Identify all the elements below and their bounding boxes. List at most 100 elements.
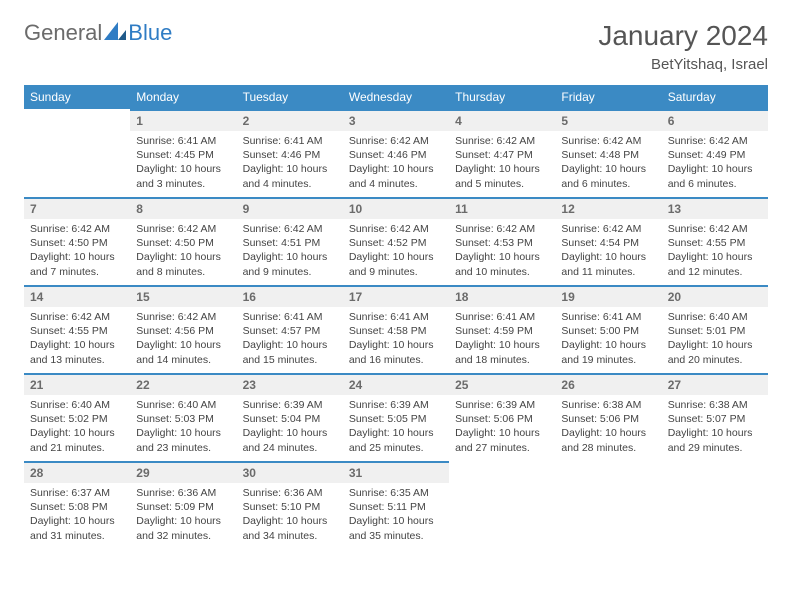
daylight-text: Daylight: 10 hours and 28 minutes. bbox=[561, 426, 655, 454]
day-details: Sunrise: 6:40 AMSunset: 5:02 PMDaylight:… bbox=[24, 395, 130, 461]
daylight-text: Daylight: 10 hours and 3 minutes. bbox=[136, 162, 230, 190]
day-details: Sunrise: 6:36 AMSunset: 5:10 PMDaylight:… bbox=[237, 483, 343, 549]
weekday-header: Monday bbox=[130, 85, 236, 109]
calendar-cell: 13Sunrise: 6:42 AMSunset: 4:55 PMDayligh… bbox=[662, 197, 768, 285]
daylight-text: Daylight: 10 hours and 18 minutes. bbox=[455, 338, 549, 366]
sunrise-text: Sunrise: 6:41 AM bbox=[136, 134, 230, 148]
day-details: Sunrise: 6:40 AMSunset: 5:03 PMDaylight:… bbox=[130, 395, 236, 461]
calendar-cell: 19Sunrise: 6:41 AMSunset: 5:00 PMDayligh… bbox=[555, 285, 661, 373]
calendar-cell: 28Sunrise: 6:37 AMSunset: 5:08 PMDayligh… bbox=[24, 461, 130, 549]
sunset-text: Sunset: 4:45 PM bbox=[136, 148, 230, 162]
logo-icon bbox=[104, 20, 126, 46]
daylight-text: Daylight: 10 hours and 8 minutes. bbox=[136, 250, 230, 278]
day-number: 7 bbox=[24, 199, 130, 219]
daylight-text: Daylight: 10 hours and 32 minutes. bbox=[136, 514, 230, 542]
day-number: 9 bbox=[237, 199, 343, 219]
sunrise-text: Sunrise: 6:37 AM bbox=[30, 486, 124, 500]
location: BetYitshaq, Israel bbox=[598, 56, 768, 73]
calendar-cell: 18Sunrise: 6:41 AMSunset: 4:59 PMDayligh… bbox=[449, 285, 555, 373]
sunset-text: Sunset: 4:55 PM bbox=[668, 236, 762, 250]
day-number: 12 bbox=[555, 199, 661, 219]
sunrise-text: Sunrise: 6:42 AM bbox=[349, 222, 443, 236]
sunset-text: Sunset: 5:01 PM bbox=[668, 324, 762, 338]
day-details: Sunrise: 6:41 AMSunset: 4:57 PMDaylight:… bbox=[237, 307, 343, 373]
day-number: 19 bbox=[555, 287, 661, 307]
sunrise-text: Sunrise: 6:41 AM bbox=[561, 310, 655, 324]
sunset-text: Sunset: 4:55 PM bbox=[30, 324, 124, 338]
day-number: 18 bbox=[449, 287, 555, 307]
day-number: 27 bbox=[662, 375, 768, 395]
day-details: Sunrise: 6:38 AMSunset: 5:07 PMDaylight:… bbox=[662, 395, 768, 461]
day-number: 13 bbox=[662, 199, 768, 219]
sunrise-text: Sunrise: 6:36 AM bbox=[136, 486, 230, 500]
sunset-text: Sunset: 4:59 PM bbox=[455, 324, 549, 338]
day-number: 28 bbox=[24, 463, 130, 483]
sunrise-text: Sunrise: 6:35 AM bbox=[349, 486, 443, 500]
day-details: Sunrise: 6:39 AMSunset: 5:04 PMDaylight:… bbox=[237, 395, 343, 461]
day-number: 21 bbox=[24, 375, 130, 395]
day-number: 4 bbox=[449, 111, 555, 131]
day-number: 14 bbox=[24, 287, 130, 307]
calendar-body: 1Sunrise: 6:41 AMSunset: 4:45 PMDaylight… bbox=[24, 109, 768, 549]
day-details: Sunrise: 6:42 AMSunset: 4:48 PMDaylight:… bbox=[555, 131, 661, 197]
sunrise-text: Sunrise: 6:36 AM bbox=[243, 486, 337, 500]
calendar-cell bbox=[449, 461, 555, 549]
day-number: 10 bbox=[343, 199, 449, 219]
calendar-cell: 31Sunrise: 6:35 AMSunset: 5:11 PMDayligh… bbox=[343, 461, 449, 549]
sunrise-text: Sunrise: 6:42 AM bbox=[668, 134, 762, 148]
daylight-text: Daylight: 10 hours and 16 minutes. bbox=[349, 338, 443, 366]
day-number: 20 bbox=[662, 287, 768, 307]
day-details: Sunrise: 6:39 AMSunset: 5:05 PMDaylight:… bbox=[343, 395, 449, 461]
day-number: 16 bbox=[237, 287, 343, 307]
calendar-cell: 10Sunrise: 6:42 AMSunset: 4:52 PMDayligh… bbox=[343, 197, 449, 285]
logo: General Blue bbox=[24, 20, 172, 46]
day-details: Sunrise: 6:35 AMSunset: 5:11 PMDaylight:… bbox=[343, 483, 449, 549]
daylight-text: Daylight: 10 hours and 10 minutes. bbox=[455, 250, 549, 278]
sunrise-text: Sunrise: 6:40 AM bbox=[30, 398, 124, 412]
daylight-text: Daylight: 10 hours and 14 minutes. bbox=[136, 338, 230, 366]
calendar-cell: 30Sunrise: 6:36 AMSunset: 5:10 PMDayligh… bbox=[237, 461, 343, 549]
sunrise-text: Sunrise: 6:39 AM bbox=[455, 398, 549, 412]
calendar-cell bbox=[24, 109, 130, 197]
weekday-header: Thursday bbox=[449, 85, 555, 109]
day-details: Sunrise: 6:42 AMSunset: 4:56 PMDaylight:… bbox=[130, 307, 236, 373]
day-details: Sunrise: 6:42 AMSunset: 4:54 PMDaylight:… bbox=[555, 219, 661, 285]
day-details: Sunrise: 6:42 AMSunset: 4:51 PMDaylight:… bbox=[237, 219, 343, 285]
sunset-text: Sunset: 5:02 PM bbox=[30, 412, 124, 426]
sunrise-text: Sunrise: 6:42 AM bbox=[561, 134, 655, 148]
sunset-text: Sunset: 5:11 PM bbox=[349, 500, 443, 514]
day-number: 5 bbox=[555, 111, 661, 131]
sunset-text: Sunset: 5:03 PM bbox=[136, 412, 230, 426]
logo-text-2: Blue bbox=[128, 20, 172, 46]
day-details: Sunrise: 6:42 AMSunset: 4:55 PMDaylight:… bbox=[24, 307, 130, 373]
sunset-text: Sunset: 5:00 PM bbox=[561, 324, 655, 338]
sunset-text: Sunset: 4:56 PM bbox=[136, 324, 230, 338]
day-details: Sunrise: 6:42 AMSunset: 4:53 PMDaylight:… bbox=[449, 219, 555, 285]
day-details: Sunrise: 6:41 AMSunset: 4:46 PMDaylight:… bbox=[237, 131, 343, 197]
calendar-cell: 26Sunrise: 6:38 AMSunset: 5:06 PMDayligh… bbox=[555, 373, 661, 461]
calendar-cell: 21Sunrise: 6:40 AMSunset: 5:02 PMDayligh… bbox=[24, 373, 130, 461]
sunset-text: Sunset: 4:49 PM bbox=[668, 148, 762, 162]
sunset-text: Sunset: 4:50 PM bbox=[30, 236, 124, 250]
daylight-text: Daylight: 10 hours and 6 minutes. bbox=[561, 162, 655, 190]
sunset-text: Sunset: 4:53 PM bbox=[455, 236, 549, 250]
day-details: Sunrise: 6:41 AMSunset: 4:45 PMDaylight:… bbox=[130, 131, 236, 197]
daylight-text: Daylight: 10 hours and 35 minutes. bbox=[349, 514, 443, 542]
sunrise-text: Sunrise: 6:39 AM bbox=[243, 398, 337, 412]
day-details: Sunrise: 6:38 AMSunset: 5:06 PMDaylight:… bbox=[555, 395, 661, 461]
sunrise-text: Sunrise: 6:42 AM bbox=[136, 222, 230, 236]
day-number: 25 bbox=[449, 375, 555, 395]
calendar-cell: 25Sunrise: 6:39 AMSunset: 5:06 PMDayligh… bbox=[449, 373, 555, 461]
daylight-text: Daylight: 10 hours and 31 minutes. bbox=[30, 514, 124, 542]
calendar-cell: 8Sunrise: 6:42 AMSunset: 4:50 PMDaylight… bbox=[130, 197, 236, 285]
daylight-text: Daylight: 10 hours and 12 minutes. bbox=[668, 250, 762, 278]
sunset-text: Sunset: 4:52 PM bbox=[349, 236, 443, 250]
sunset-text: Sunset: 5:08 PM bbox=[30, 500, 124, 514]
day-details: Sunrise: 6:37 AMSunset: 5:08 PMDaylight:… bbox=[24, 483, 130, 549]
sunrise-text: Sunrise: 6:41 AM bbox=[243, 134, 337, 148]
calendar-cell: 23Sunrise: 6:39 AMSunset: 5:04 PMDayligh… bbox=[237, 373, 343, 461]
daylight-text: Daylight: 10 hours and 7 minutes. bbox=[30, 250, 124, 278]
calendar-cell: 17Sunrise: 6:41 AMSunset: 4:58 PMDayligh… bbox=[343, 285, 449, 373]
calendar-cell: 29Sunrise: 6:36 AMSunset: 5:09 PMDayligh… bbox=[130, 461, 236, 549]
calendar-cell: 5Sunrise: 6:42 AMSunset: 4:48 PMDaylight… bbox=[555, 109, 661, 197]
